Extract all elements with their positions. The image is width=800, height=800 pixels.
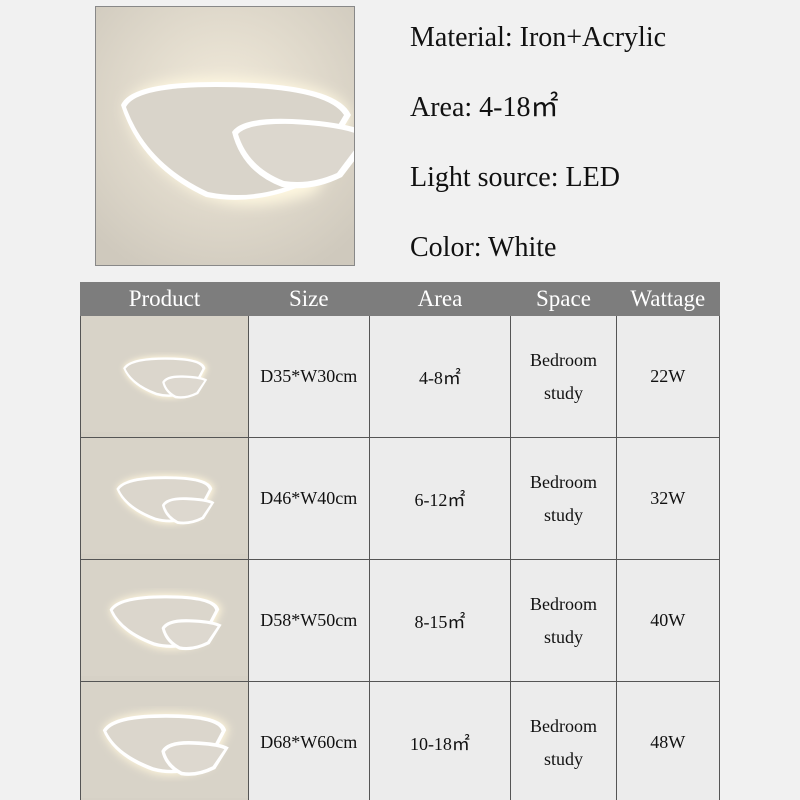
table-row: D68*W60cm 10-18㎡ Bedroom study 48W (80, 681, 721, 800)
space-line1: Bedroom (529, 349, 597, 370)
spec-color: Color: White (410, 232, 557, 263)
spec-material: Material: Iron+Acrylic (410, 22, 667, 53)
space-line1: Bedroom (529, 471, 597, 492)
size-table: Product Size Area Space Wattage D35*W30c… (80, 282, 721, 800)
lamp-thumbnail-image (81, 560, 248, 676)
spec-light-source: Light source: LED (410, 162, 620, 193)
header-size: Size (248, 282, 370, 316)
product-thumbnail (80, 559, 249, 682)
header-product: Product (80, 282, 249, 316)
space-line2: study (543, 626, 583, 647)
spec-area: Area: 4-18㎡ (410, 92, 559, 123)
area-cell: 6-12㎡ (368, 437, 512, 560)
area-cell: 4-8㎡ (368, 315, 512, 438)
lamp-thumbnail-image (81, 316, 248, 432)
lamp-thumbnail-image (81, 682, 248, 798)
lamp-thumbnail-image (81, 438, 248, 554)
wattage-cell: 40W (615, 559, 721, 682)
size-cell: D35*W30cm (248, 315, 370, 438)
space-line2: study (543, 748, 583, 769)
table-row: D35*W30cm 4-8㎡ Bedroom study 22W (80, 315, 721, 438)
space-line1: Bedroom (529, 593, 597, 614)
wattage-cell: 22W (615, 315, 721, 438)
size-cell: D68*W60cm (248, 681, 370, 800)
wattage-cell: 48W (615, 681, 721, 800)
space-line2: study (543, 504, 583, 525)
space-line1: Bedroom (529, 715, 597, 736)
product-thumbnail (80, 437, 249, 560)
space-cell: Bedroom study (510, 315, 617, 438)
space-cell: Bedroom study (510, 681, 617, 800)
area-cell: 10-18㎡ (368, 681, 512, 800)
table-row: D58*W50cm 8-15㎡ Bedroom study 40W (80, 559, 721, 682)
product-thumbnail (80, 681, 249, 800)
space-cell: Bedroom study (510, 559, 617, 682)
area-cell: 8-15㎡ (368, 559, 512, 682)
table-row: D46*W40cm 6-12㎡ Bedroom study 32W (80, 437, 721, 560)
header-wattage: Wattage (615, 282, 721, 316)
size-cell: D58*W50cm (248, 559, 370, 682)
space-line2: study (543, 382, 583, 403)
product-hero-image (95, 6, 374, 266)
wattage-cell: 32W (615, 437, 721, 560)
table-header: Product Size Area Space Wattage (80, 282, 721, 316)
product-thumbnail (80, 315, 249, 438)
lamp-image (96, 7, 374, 265)
space-cell: Bedroom study (510, 437, 617, 560)
size-cell: D46*W40cm (248, 437, 370, 560)
header-space: Space (510, 282, 617, 316)
header-area: Area (368, 282, 512, 316)
spec-list: Material: Iron+Acrylic Area: 4-18㎡ Light… (410, 18, 666, 298)
